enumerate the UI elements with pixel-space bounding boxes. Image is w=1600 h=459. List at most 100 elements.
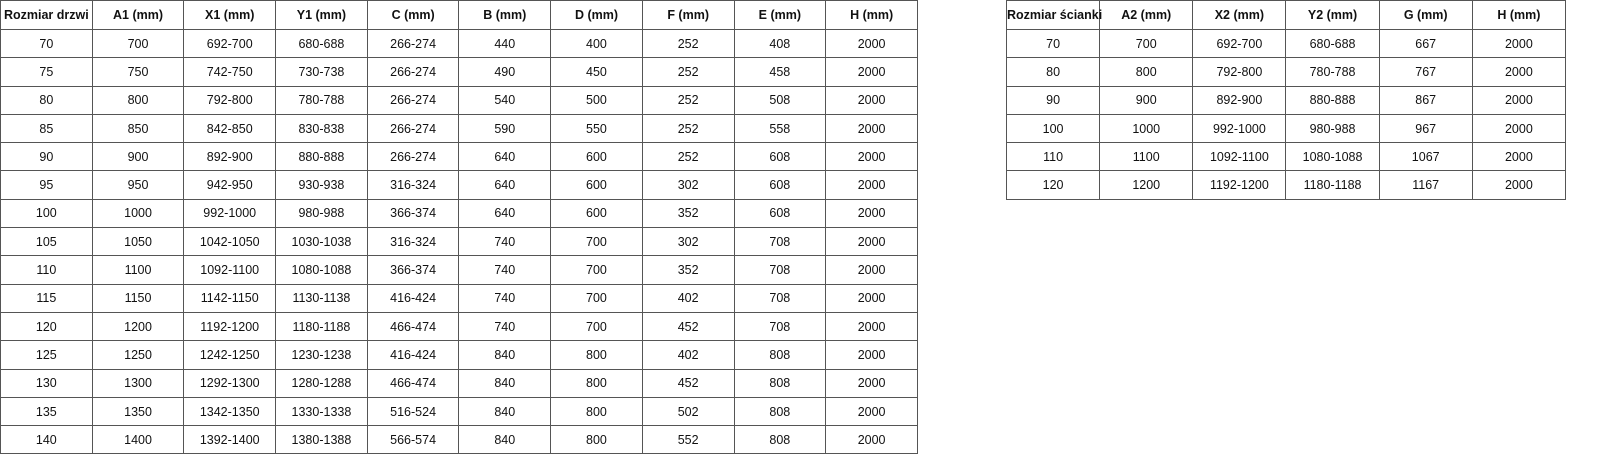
table-cell: 1050 bbox=[91, 227, 185, 257]
table-row: 90 900 892-900 880-888 867 2000 bbox=[1005, 85, 1567, 115]
table-cell: 2000 bbox=[825, 255, 918, 285]
table-cell: 1042-1050 bbox=[183, 227, 277, 257]
table-row: 85 850 842-850 830-838 266-274 590 550 252 558 20… bbox=[0, 113, 918, 144]
header-row: Rozmiar ścianki A2 (mm) X2 (mm) Y2 (mm) G (m… bbox=[1005, 0, 1567, 30]
table-cell: 1192-1200 bbox=[1192, 170, 1287, 200]
table-cell: 1230-1238 bbox=[275, 340, 368, 370]
table-cell: 1092-1100 bbox=[1192, 142, 1287, 172]
table-cell: 1400 bbox=[91, 425, 185, 455]
table-cell: 792-800 bbox=[183, 85, 277, 115]
table-cell: 800 bbox=[550, 396, 643, 427]
table-cell: 2000 bbox=[825, 283, 918, 313]
table-cell: 95 bbox=[0, 170, 93, 200]
table-cell: 700 bbox=[550, 283, 643, 313]
table-row: 115 1150 1142-1150 1130-1138 416-424 740 700 40… bbox=[0, 283, 918, 313]
table-cell: 808 bbox=[733, 425, 827, 455]
table-cell: 125 bbox=[0, 340, 93, 370]
table-cell: 416-424 bbox=[366, 283, 460, 313]
table-cell: 808 bbox=[733, 368, 827, 398]
table-row: 135 1350 1342-1350 1330-1338 516-524 840 800 50… bbox=[0, 396, 918, 427]
table-cell: 708 bbox=[733, 255, 827, 285]
table-cell: 252 bbox=[641, 57, 735, 87]
table-cell: 2000 bbox=[825, 113, 918, 144]
table-cell: 700 bbox=[550, 227, 643, 257]
table-cell: 2000 bbox=[1471, 170, 1567, 200]
table-cell: 252 bbox=[641, 142, 735, 172]
table-cell: 590 bbox=[458, 113, 552, 144]
table-row: 120 1200 1192-1200 1180-1188 466-474 740 700 45… bbox=[0, 311, 918, 342]
table-cell: 700 bbox=[1099, 28, 1194, 59]
table-cell: 667 bbox=[1378, 28, 1473, 59]
table-cell: 266-274 bbox=[366, 57, 460, 87]
table-row: 120 1200 1192-1200 1180-1188 1167 2000 bbox=[1005, 170, 1567, 200]
table-cell: 767 bbox=[1378, 57, 1473, 87]
table-cell: 740 bbox=[458, 311, 552, 342]
table-cell: 1100 bbox=[1099, 142, 1194, 172]
table-cell: 2000 bbox=[825, 311, 918, 342]
table-cell: 450 bbox=[550, 57, 643, 87]
table-cell: 680-688 bbox=[275, 28, 368, 59]
table-row: 80 800 792-800 780-788 266-274 540 500 252 508 20… bbox=[0, 85, 918, 115]
table-cell: 2000 bbox=[1471, 85, 1567, 115]
table-cell: 842-850 bbox=[183, 113, 277, 144]
table-cell: 700 bbox=[550, 311, 643, 342]
table-row: 140 1400 1392-1400 1380-1388 566-574 840 800 55… bbox=[0, 425, 918, 455]
table-cell: 316-324 bbox=[366, 227, 460, 257]
table-cell: 352 bbox=[641, 198, 735, 229]
table-cell: 316-324 bbox=[366, 170, 460, 200]
table-cell: 490 bbox=[458, 57, 552, 87]
table-cell: 680-688 bbox=[1285, 28, 1380, 59]
column-header: G (mm) bbox=[1378, 0, 1473, 30]
table-cell: 2000 bbox=[825, 198, 918, 229]
table-cell: 1380-1388 bbox=[275, 425, 368, 455]
table-cell: 742-750 bbox=[183, 57, 277, 87]
table-cell: 2000 bbox=[825, 142, 918, 172]
table-cell: 2000 bbox=[825, 85, 918, 115]
table-cell: 608 bbox=[733, 170, 827, 200]
column-header: X1 (mm) bbox=[183, 0, 277, 30]
table-cell: 1330-1338 bbox=[275, 396, 368, 427]
table-cell: 100 bbox=[1005, 113, 1101, 144]
table-cell: 730-738 bbox=[275, 57, 368, 87]
table-row: 95 950 942-950 930-938 316-324 640 600 302 608 20… bbox=[0, 170, 918, 200]
table-cell: 808 bbox=[733, 396, 827, 427]
table-cell: 640 bbox=[458, 142, 552, 172]
table-cell: 2000 bbox=[825, 340, 918, 370]
header-row: Rozmiar drzwi A1 (mm) X1 (mm) Y1 (mm) C (mm)… bbox=[0, 0, 918, 30]
table-cell: 840 bbox=[458, 396, 552, 427]
table-cell: 120 bbox=[1005, 170, 1101, 200]
table-cell: 1030-1038 bbox=[275, 227, 368, 257]
table-cell: 1080-1088 bbox=[275, 255, 368, 285]
table-cell: 2000 bbox=[825, 425, 918, 455]
table-cell: 840 bbox=[458, 425, 552, 455]
column-header: X2 (mm) bbox=[1192, 0, 1287, 30]
table-cell: 700 bbox=[550, 255, 643, 285]
table-cell: 402 bbox=[641, 283, 735, 313]
table-cell: 900 bbox=[1099, 85, 1194, 115]
table-cell: 800 bbox=[1099, 57, 1194, 87]
table-cell: 800 bbox=[550, 425, 643, 455]
column-header: A2 (mm) bbox=[1099, 0, 1194, 30]
table-cell: 1200 bbox=[91, 311, 185, 342]
table-cell: 352 bbox=[641, 255, 735, 285]
table-cell: 130 bbox=[0, 368, 93, 398]
table-cell: 1130-1138 bbox=[275, 283, 368, 313]
table-cell: 640 bbox=[458, 170, 552, 200]
table-cell: 266-274 bbox=[366, 28, 460, 59]
table-row: 70 700 692-700 680-688 266-274 440 400 252 408 20… bbox=[0, 28, 918, 59]
table-cell: 566-574 bbox=[366, 425, 460, 455]
table-cell: 808 bbox=[733, 340, 827, 370]
table-cell: 980-988 bbox=[1285, 113, 1380, 144]
table-cell: 2000 bbox=[1471, 142, 1567, 172]
column-header: Y1 (mm) bbox=[275, 0, 368, 30]
table-cell: 115 bbox=[0, 283, 93, 313]
table-cell: 740 bbox=[458, 255, 552, 285]
table-row: 70 700 692-700 680-688 667 2000 bbox=[1005, 28, 1567, 59]
table-cell: 942-950 bbox=[183, 170, 277, 200]
table-cell: 366-374 bbox=[366, 255, 460, 285]
column-header: F (mm) bbox=[641, 0, 735, 30]
table-cell: 850 bbox=[91, 113, 185, 144]
table-cell: 500 bbox=[550, 85, 643, 115]
table-cell: 100 bbox=[0, 198, 93, 229]
table-cell: 416-424 bbox=[366, 340, 460, 370]
